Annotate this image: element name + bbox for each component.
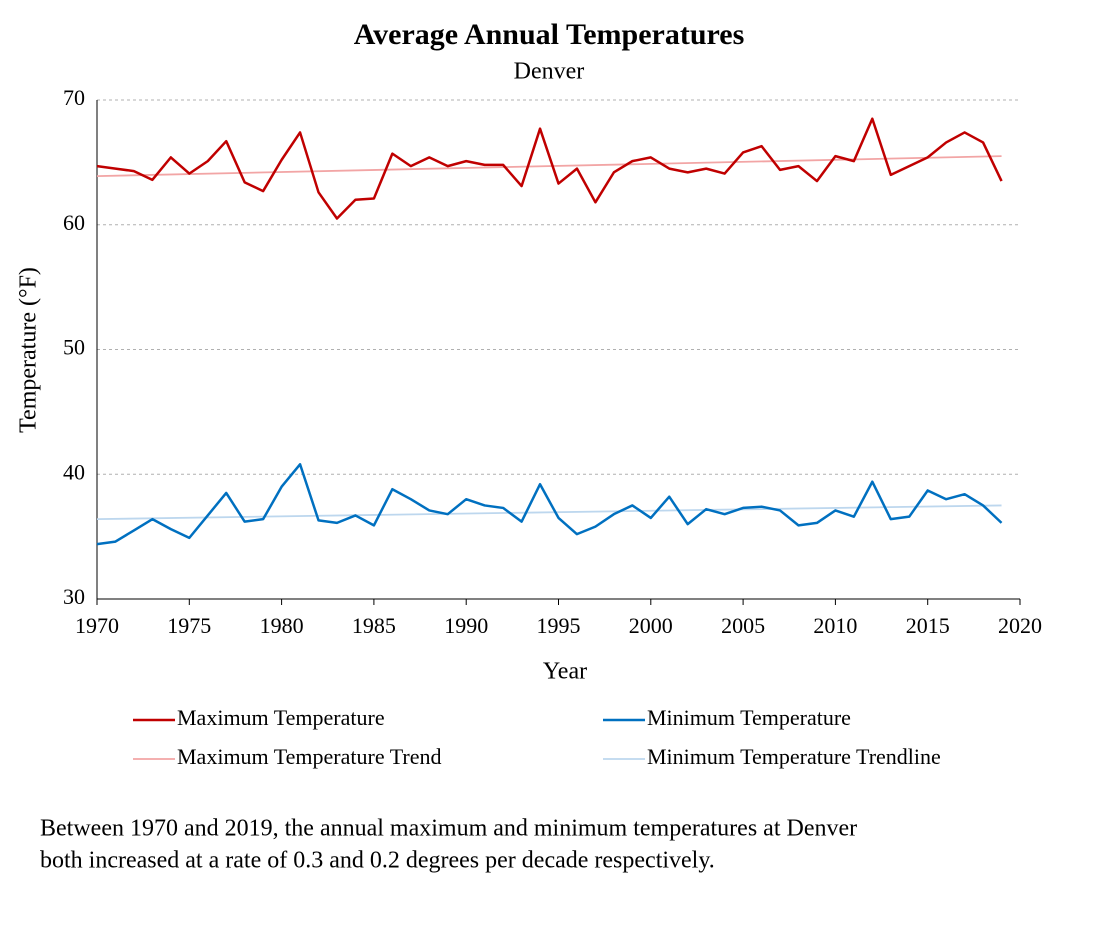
legend-label: Minimum Temperature Trendline — [647, 744, 941, 769]
y-tick-label: 40 — [63, 459, 85, 484]
x-tick-label: 1970 — [75, 613, 119, 638]
x-tick-label: 2005 — [721, 613, 765, 638]
x-tick-label: 1980 — [260, 613, 304, 638]
y-tick-label: 30 — [63, 584, 85, 609]
legend-label: Maximum Temperature — [177, 705, 385, 730]
x-tick-label: 1990 — [444, 613, 488, 638]
caption: Between 1970 and 2019, the annual maximu… — [40, 816, 857, 842]
series-line — [96, 117, 1003, 220]
y-tick-label: 50 — [63, 335, 85, 360]
x-tick-label: 2020 — [998, 613, 1042, 638]
chart-title: Average Annual Temperatures — [354, 18, 745, 51]
y-tick-label: 60 — [63, 210, 85, 235]
y-tick-label: 70 — [63, 85, 85, 110]
chart-subtitle: Denver — [514, 59, 585, 85]
series-line — [96, 463, 1003, 546]
caption: both increased at a rate of 0.3 and 0.2 … — [40, 848, 715, 874]
x-tick-label: 1975 — [167, 613, 211, 638]
series-line — [96, 504, 1002, 521]
x-tick-label: 1985 — [352, 613, 396, 638]
x-tick-label: 1995 — [537, 613, 581, 638]
x-tick-label: 2015 — [906, 613, 950, 638]
x-axis-label: Year — [543, 659, 587, 685]
x-tick-label: 2010 — [813, 613, 857, 638]
legend-label: Maximum Temperature Trend — [177, 744, 441, 769]
y-axis-label: Temperature (°F) — [16, 267, 42, 433]
legend-label: Minimum Temperature — [647, 705, 851, 730]
x-tick-label: 2000 — [629, 613, 673, 638]
